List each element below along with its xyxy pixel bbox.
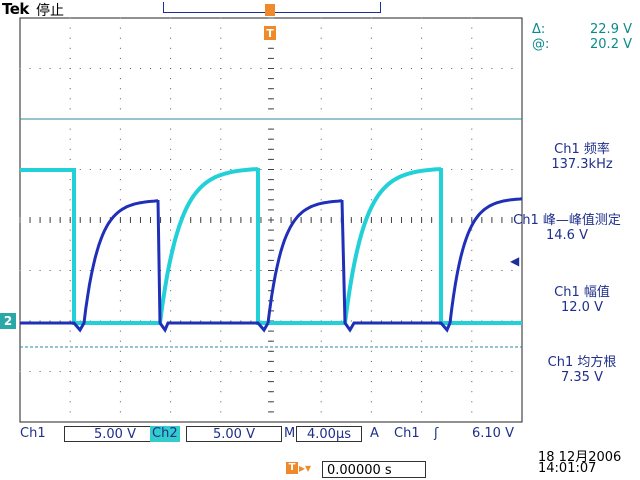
cursor-at-value: 20.2 V bbox=[590, 37, 632, 52]
ch1-trace bbox=[20, 199, 270, 334]
timebase-label: M bbox=[284, 426, 296, 441]
trigger-position-marker: T bbox=[264, 4, 276, 40]
measurement-label: Ch1 幅值 bbox=[554, 285, 610, 300]
ch2-trace bbox=[343, 167, 522, 325]
measurement-frequency: Ch1 频率 137.3kHz bbox=[532, 142, 632, 172]
measurement-value: 14.6 V bbox=[546, 228, 588, 243]
cursor-delta-label: Δ: bbox=[532, 22, 546, 37]
trigger-level[interactable]: 6.10 V bbox=[472, 426, 514, 441]
brand-logo: Tek bbox=[2, 0, 29, 18]
ch1-trace bbox=[266, 199, 452, 333]
status-bar: Ch1 5.00 V Ch2 5.00 V M 4.00µs A Ch1 ʃ 6… bbox=[18, 426, 522, 442]
trigger-mode: A bbox=[370, 426, 379, 441]
measurement-value: 7.35 V bbox=[561, 370, 603, 385]
trigger-marker-label: T bbox=[266, 27, 274, 40]
measurement-peak-to-peak: Ch1 峰—峰值测定 14.6 V bbox=[494, 213, 640, 243]
measurement-label: Ch1 频率 bbox=[554, 142, 610, 157]
ch2-label[interactable]: Ch2 bbox=[150, 426, 180, 442]
timebase-scale[interactable]: 4.00µs bbox=[296, 426, 362, 442]
trigger-slope-icon[interactable]: ʃ bbox=[434, 426, 439, 441]
measurement-amplitude: Ch1 幅值 12.0 V bbox=[532, 285, 632, 315]
arrow-right-icon: ▸▾ bbox=[299, 461, 312, 475]
cursor-readout: Δ: 22.9 V @: 20.2 V bbox=[532, 22, 632, 52]
cursor-delta-value: 22.9 V bbox=[590, 22, 632, 37]
ch1-label[interactable]: Ch1 bbox=[20, 426, 46, 441]
trigger-source[interactable]: Ch1 bbox=[394, 426, 420, 441]
measurement-label: Ch1 均方根 bbox=[547, 355, 617, 370]
ch1-scale[interactable]: 5.00 V bbox=[64, 426, 166, 442]
run-status: 停止 bbox=[36, 3, 64, 19]
measurement-label: Ch1 峰—峰值测定 bbox=[513, 213, 621, 228]
measurement-rms: Ch1 均方根 7.35 V bbox=[532, 355, 632, 385]
trigger-position-icon: T bbox=[286, 462, 298, 474]
date-readout: 18 12月2006 bbox=[538, 450, 622, 465]
time-readout: 14:01:07 bbox=[538, 461, 597, 476]
measurement-value: 137.3kHz bbox=[551, 157, 613, 172]
trigger-position-value[interactable]: 0.00000 s bbox=[322, 461, 426, 478]
ch2-trace bbox=[20, 168, 160, 325]
graticule-grid bbox=[19, 17, 513, 413]
trigger-level-arrow-icon: ◀ bbox=[510, 254, 520, 268]
ch2-trace bbox=[158, 167, 345, 325]
ch1-trace bbox=[448, 197, 523, 324]
ch2-scale[interactable]: 5.00 V bbox=[186, 426, 282, 442]
channel-ground-marker[interactable]: 2 bbox=[0, 313, 16, 329]
cursor-at-label: @: bbox=[532, 37, 550, 52]
measurement-value: 12.0 V bbox=[561, 300, 603, 315]
